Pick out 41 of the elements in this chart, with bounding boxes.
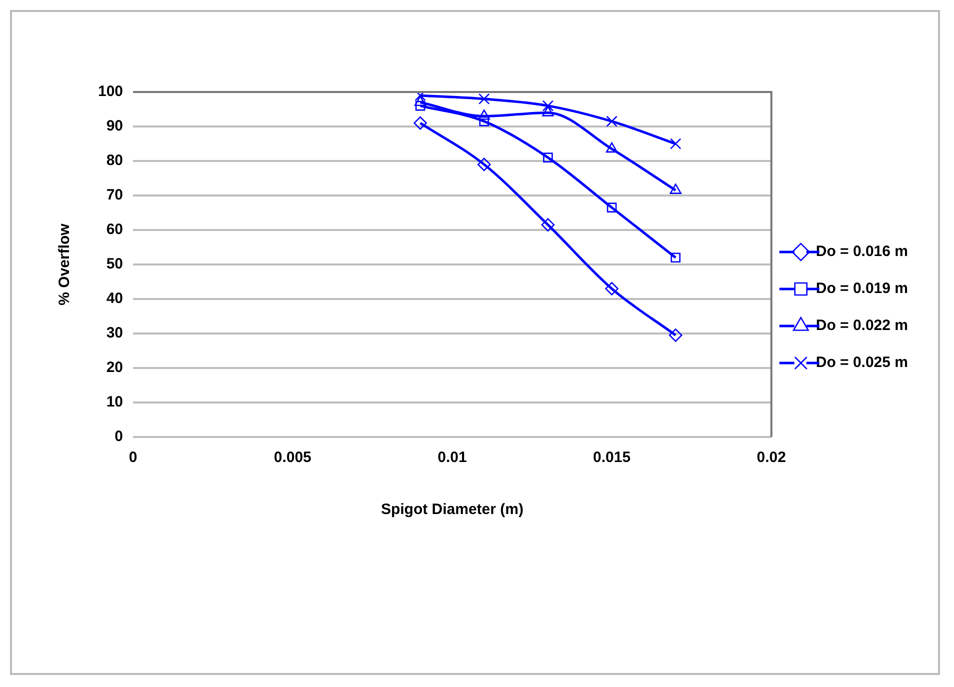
x-tick-label: 0 — [128, 449, 138, 466]
y-tick-label: 40 — [106, 290, 124, 308]
y-tick-label: 100 — [98, 83, 124, 100]
point — [541, 218, 555, 232]
y-axis-title: % Overflow — [56, 223, 74, 306]
point — [605, 282, 618, 296]
y-tick-label: 20 — [106, 359, 124, 376]
point — [478, 93, 490, 104]
point — [606, 116, 618, 127]
x-tick-label: 0.01 — [438, 449, 467, 466]
point — [542, 106, 554, 116]
y-tick-label: 90 — [106, 118, 124, 135]
point — [414, 96, 426, 106]
point — [668, 328, 682, 342]
point — [606, 202, 617, 212]
point — [414, 116, 427, 130]
x-tick-label: 0.005 — [274, 449, 312, 466]
point — [670, 252, 681, 262]
y-tick-label: 60 — [106, 221, 124, 238]
legend-label: Do = 0.016 m — [816, 243, 908, 260]
x-axis-title: Spigot Diameter (m) — [380, 501, 524, 518]
legend-label: Do = 0.022 m — [816, 317, 908, 334]
y-tick-label: 30 — [106, 324, 124, 342]
point — [543, 152, 553, 162]
point — [542, 100, 554, 112]
x-tick-label: 0.02 — [756, 449, 786, 466]
y-tick-label: 10 — [106, 394, 124, 411]
point — [479, 116, 490, 126]
y-tick-label: 70 — [106, 186, 124, 204]
y-tick-label: 80 — [106, 152, 124, 170]
point — [477, 158, 491, 172]
point — [478, 110, 490, 120]
point — [670, 138, 682, 150]
x-tick-label: 0.015 — [593, 449, 631, 466]
y-tick-label: 50 — [106, 256, 124, 273]
point — [415, 100, 426, 111]
point — [606, 142, 618, 153]
legend-label: Do = 0.025 m — [816, 354, 908, 372]
point — [670, 184, 682, 194]
legend-label: Do = 0.019 m — [816, 280, 908, 298]
y-tick-label: 0 — [114, 428, 124, 446]
